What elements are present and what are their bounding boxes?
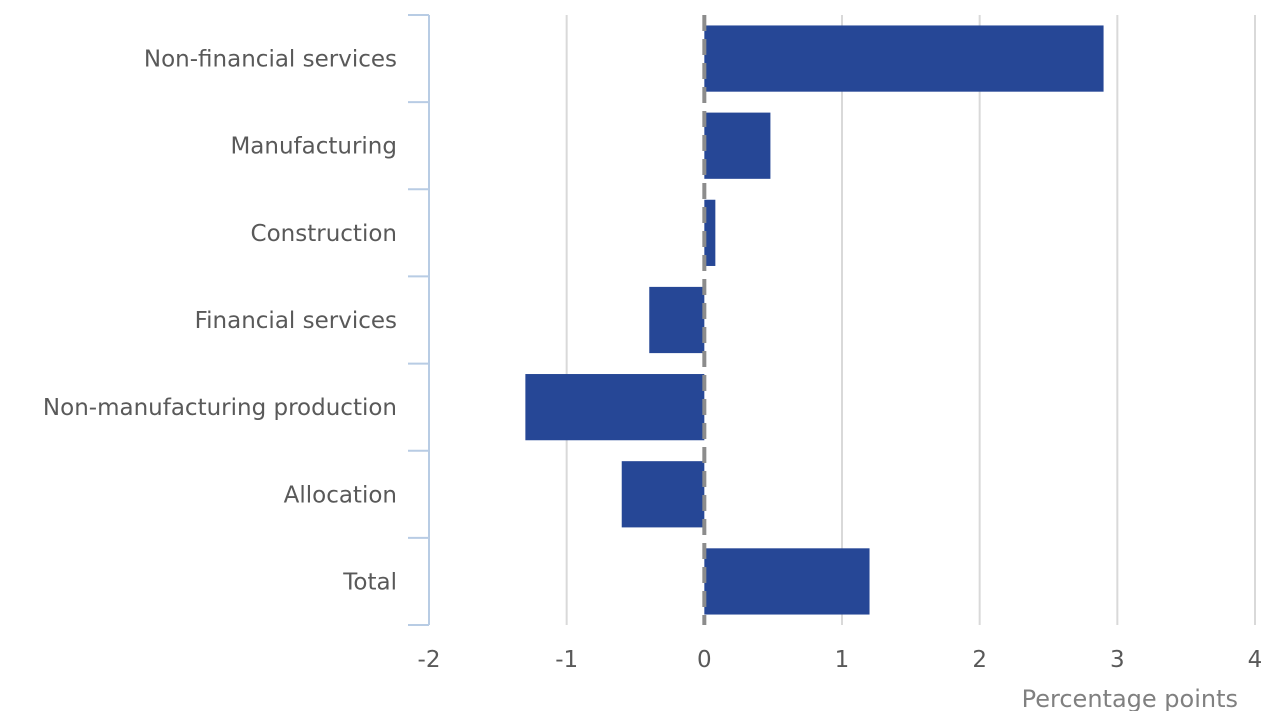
bar — [621, 461, 705, 528]
x-tick-label: -1 — [555, 647, 578, 673]
x-tick-label: 3 — [1110, 647, 1125, 673]
bar — [649, 286, 705, 354]
bar — [704, 25, 1104, 92]
bar — [704, 112, 771, 179]
bar — [525, 374, 705, 441]
x-tick-label: -2 — [418, 647, 441, 673]
category-label: Allocation — [284, 482, 397, 508]
category-axis — [408, 14, 430, 626]
x-tick-labels: -2 -1 0 1 2 3 4 — [418, 647, 1263, 673]
gridlines — [428, 15, 1256, 625]
category-label: Non-manufacturing production — [43, 395, 397, 421]
x-tick-label: 0 — [697, 647, 712, 673]
category-label: Total — [342, 569, 397, 595]
bars — [525, 25, 1104, 615]
category-label: Financial services — [195, 308, 397, 334]
x-tick-label: 2 — [972, 647, 987, 673]
category-label: Construction — [251, 221, 397, 247]
category-label: Manufacturing — [230, 134, 397, 160]
category-labels: Non-financial services Manufacturing Const… — [43, 47, 397, 596]
category-label: Non-financial services — [144, 47, 397, 73]
bar — [704, 199, 716, 266]
x-tick-label: 1 — [835, 647, 850, 673]
bar — [704, 548, 870, 615]
x-axis-title: Percentage points — [1022, 685, 1238, 711]
x-tick-label: 4 — [1248, 647, 1263, 673]
